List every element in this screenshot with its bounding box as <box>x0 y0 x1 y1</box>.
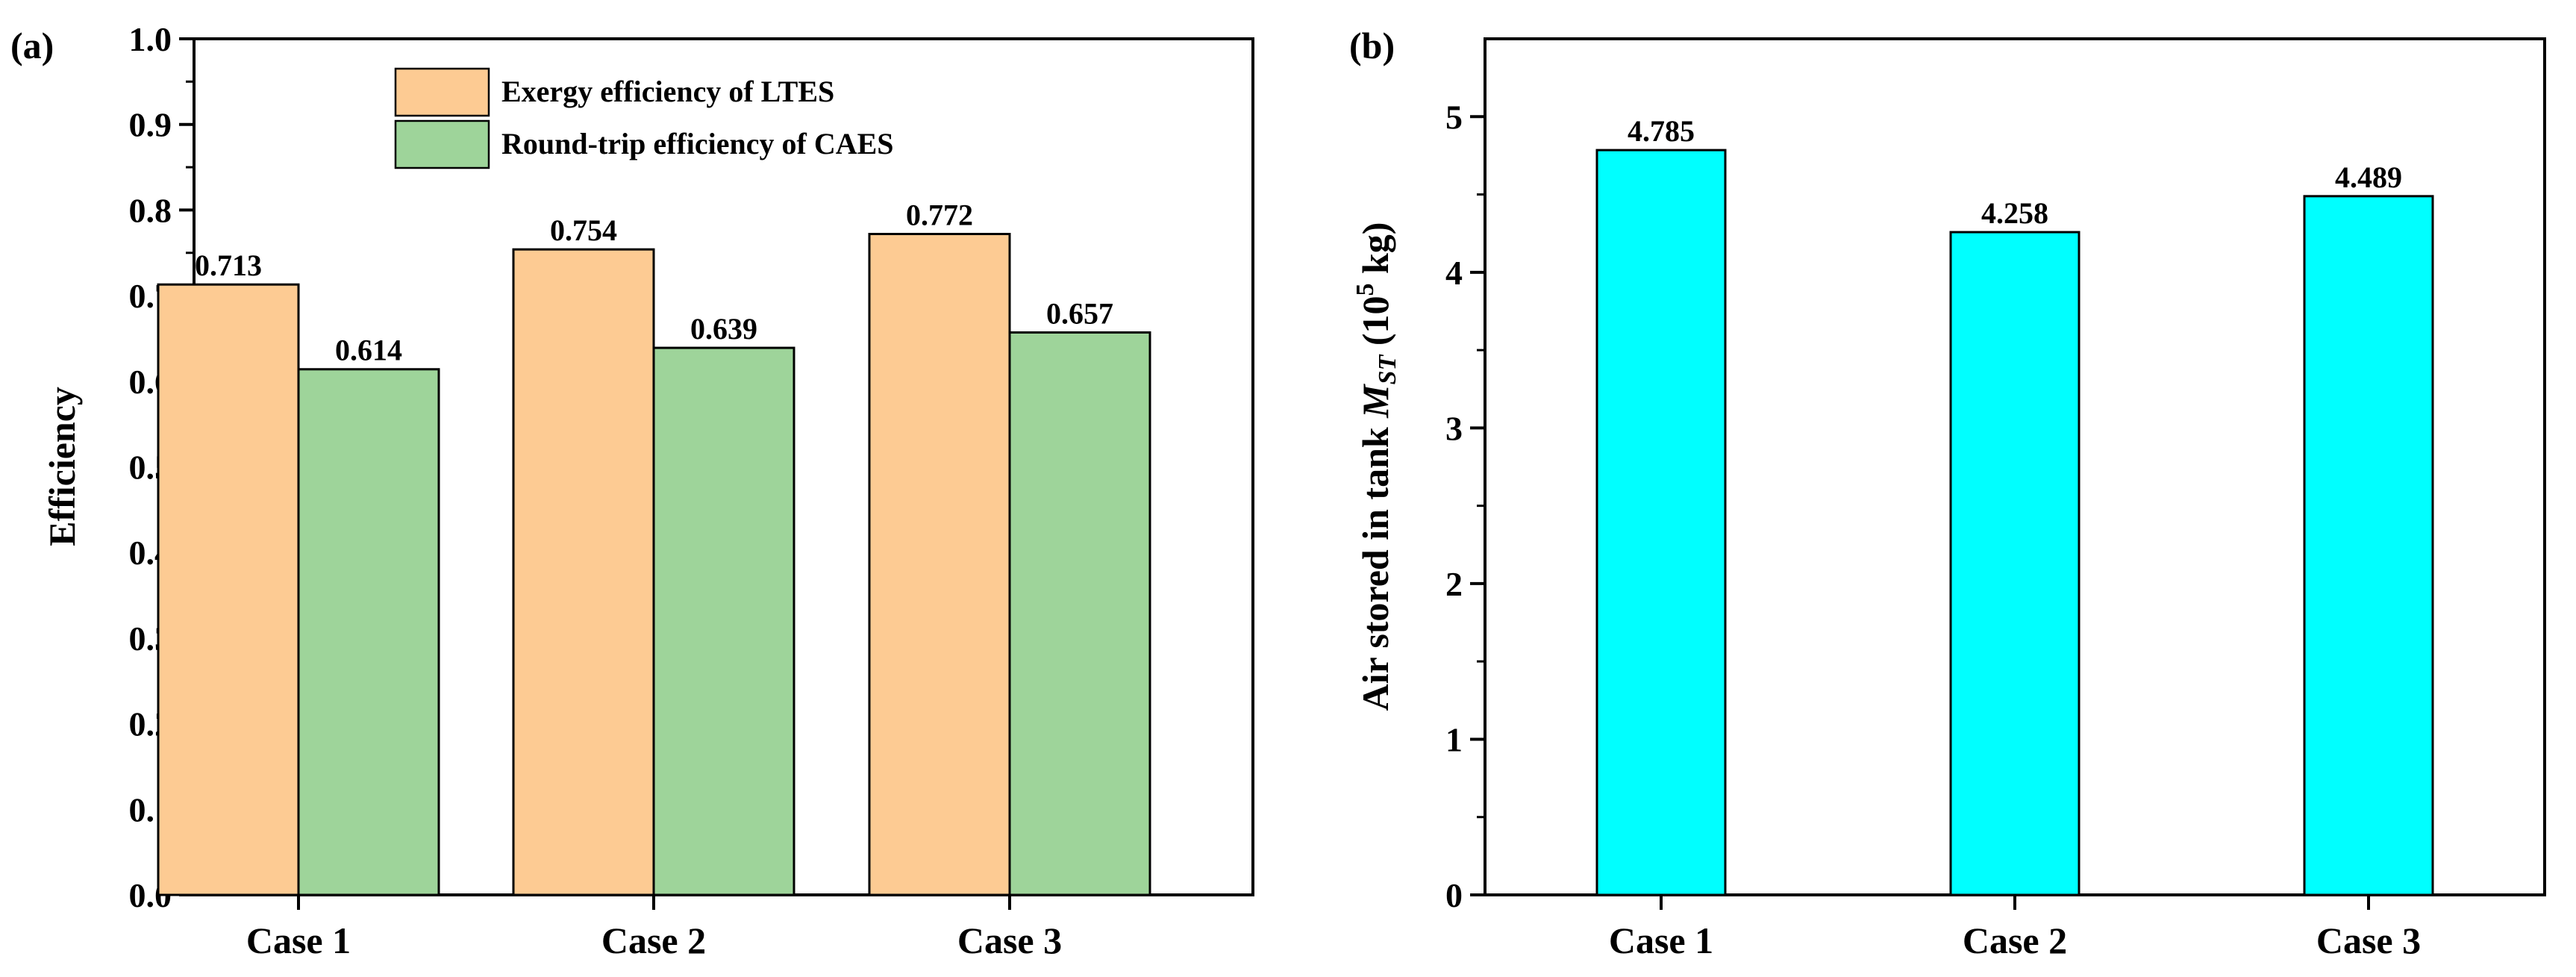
data-label-b-series1-1: 4.785 <box>1628 114 1695 148</box>
data-labels-a: 0.713 0.754 0.772 0.614 0.639 0.657 <box>195 199 1113 367</box>
y-axis-b: 0 1 2 3 4 5 <box>1445 98 1485 914</box>
bar-a-series2-2 <box>652 346 795 896</box>
bar-b-series1-2 <box>1949 231 2081 896</box>
legend-label-caes: Round-trip efficiency of CAES <box>501 127 894 160</box>
y-axis-title-b-symbol: M <box>1354 384 1396 419</box>
x-tick-label-a: Case 1 <box>246 920 351 961</box>
y-tick-label-b: 5 <box>1445 98 1463 136</box>
data-label-a-series1-3: 0.772 <box>906 199 973 232</box>
panel-label-a: (a) <box>10 25 54 66</box>
x-axis-a: Case 1 Case 2 Case 3 <box>246 895 1062 961</box>
data-label-a-series2-2: 0.639 <box>690 312 757 346</box>
bar-group-a <box>157 233 1151 896</box>
bar-a-series1-3 <box>868 233 1011 896</box>
bar-a-series1-1 <box>157 283 300 896</box>
bar-group-b <box>1595 149 2434 896</box>
y-axis-title-a: Efficiency <box>41 387 83 546</box>
legend-label-ltes: Exergy efficiency of LTES <box>501 75 834 108</box>
y-axis-title-b-unit-open: (10 <box>1354 296 1396 355</box>
x-tick-label-b: Case 2 <box>1963 920 2067 961</box>
legend-swatch-ltes <box>394 67 490 117</box>
x-tick-label-b: Case 1 <box>1609 920 1713 961</box>
legend-swatch-caes <box>394 119 490 169</box>
x-axis-b: Case 1 Case 2 Case 3 <box>1609 895 2421 961</box>
bar-a-series2-1 <box>297 368 440 896</box>
legend-a: Exergy efficiency of LTES Round-trip eff… <box>394 67 894 169</box>
y-axis-title-b-subscript: ST <box>1374 354 1401 384</box>
data-label-a-series2-3: 0.657 <box>1046 296 1113 330</box>
y-tick-label-b: 2 <box>1445 565 1463 603</box>
y-axis-title-b-exponent: 5 <box>1351 284 1379 296</box>
data-label-a-series2-1: 0.614 <box>335 334 402 367</box>
bar-b-series1-1 <box>1595 149 1727 896</box>
x-tick-label-a: Case 3 <box>957 920 1062 961</box>
y-tick-label-b: 0 <box>1445 876 1463 914</box>
data-label-b-series1-3: 4.489 <box>2335 160 2402 194</box>
y-tick-label-a: 0.9 <box>129 106 172 144</box>
y-tick-label-a: 0.8 <box>129 191 172 229</box>
data-labels-b: 4.785 4.258 4.489 <box>1628 114 2402 230</box>
y-axis-title-b-prefix: Air stored in tank <box>1354 418 1396 711</box>
data-label-a-series1-1: 0.713 <box>195 249 262 282</box>
x-tick-label-b: Case 3 <box>2316 920 2421 961</box>
bar-a-series1-2 <box>512 248 655 896</box>
y-axis-title-b: Air stored in tank MST (105 kg) <box>1351 222 1401 711</box>
x-tick-label-a: Case 2 <box>601 920 706 961</box>
y-tick-label-b: 1 <box>1445 720 1463 758</box>
y-axis-title-b-unit-close: kg) <box>1354 222 1396 284</box>
y-tick-label-a: 1.0 <box>129 20 172 58</box>
bar-b-series1-3 <box>2303 195 2434 896</box>
panel-label-b: (b) <box>1349 25 1395 66</box>
chart-panel-a: (a) 0.00.10.20.30.40.50.60.70.80.91.0 Ca… <box>10 20 1254 961</box>
data-label-a-series1-2: 0.754 <box>550 213 617 247</box>
y-tick-label-b: 4 <box>1445 254 1463 292</box>
chart-panel-b: (b) 0 1 2 3 4 5 Case 1 Case 2 Case 3 4.785 4.258… <box>1349 25 2546 961</box>
bar-a-series2-3 <box>1008 331 1151 896</box>
y-tick-label-b: 3 <box>1445 409 1463 447</box>
data-label-b-series1-2: 4.258 <box>1981 196 2048 230</box>
